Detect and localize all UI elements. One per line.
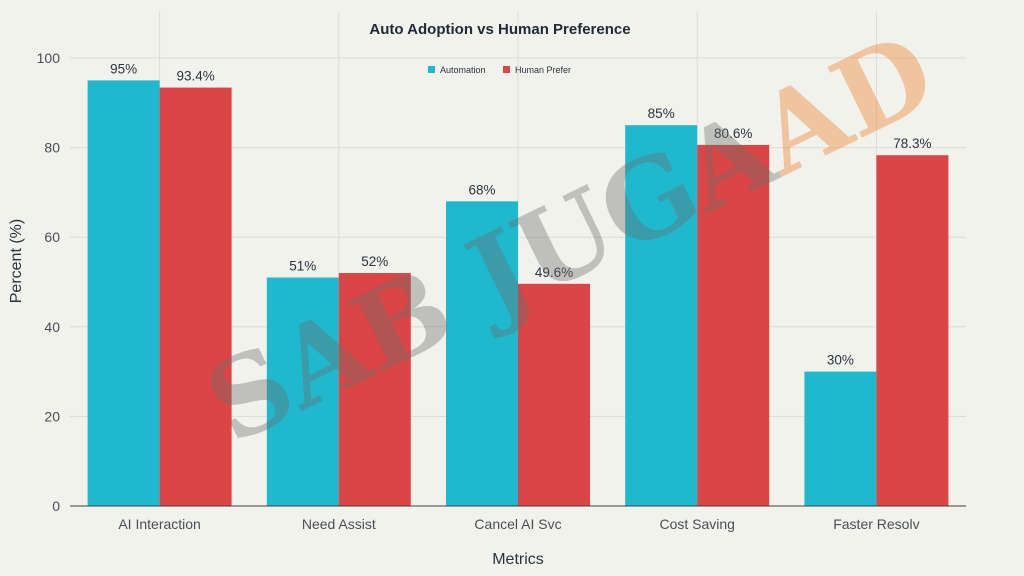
y-tick-label: 40	[44, 319, 60, 335]
bar	[266, 277, 339, 506]
legend-swatch	[503, 66, 510, 73]
data-label: 49.6%	[535, 265, 573, 280]
bar	[446, 201, 518, 507]
x-tick-label: Faster Resolv	[833, 516, 919, 532]
bar	[87, 80, 160, 507]
y-tick-label: 100	[37, 50, 61, 66]
data-labels: 95% 93.4% 51% 52% 68% 49.6% 85% 80.6% 30% 78.3%	[110, 61, 931, 367]
bar	[518, 283, 590, 506]
y-tick-label: 0	[52, 498, 60, 514]
x-tick-label: Cost Saving	[659, 516, 734, 532]
data-label: 95%	[110, 61, 137, 76]
data-label: 80.6%	[714, 126, 752, 141]
data-label: 30%	[827, 353, 854, 368]
chart-title: Auto Adoption vs Human Preference	[369, 21, 630, 38]
legend-label: Automation	[440, 65, 486, 75]
bar	[625, 125, 698, 506]
bar	[876, 155, 949, 506]
y-axis-ticks: 0 20 40 60 80 100	[37, 50, 61, 514]
bar	[804, 371, 877, 506]
legend-label: Human Prefer	[515, 65, 571, 75]
x-tick-label: Need Assist	[302, 516, 376, 532]
data-label: 68%	[468, 182, 495, 197]
data-label: 51%	[289, 259, 316, 274]
data-label: 52%	[361, 254, 388, 269]
data-label: 93.4%	[176, 69, 214, 84]
y-axis-title: Percent (%)	[8, 219, 25, 303]
x-tick-label: Cancel AI Svc	[474, 516, 561, 532]
bar	[697, 144, 770, 507]
data-label: 85%	[648, 106, 675, 121]
y-tick-label: 60	[44, 229, 60, 245]
bars	[87, 80, 949, 507]
y-tick-label: 80	[44, 140, 60, 156]
data-label: 78.3%	[893, 136, 931, 151]
y-tick-label: 20	[44, 408, 60, 424]
legend-swatch	[428, 66, 435, 73]
x-tick-label: AI Interaction	[118, 516, 201, 532]
x-axis-ticks: AI Interaction Need Assist Cancel AI Svc Co…	[118, 516, 919, 532]
legend: Automation Human Prefer	[428, 65, 571, 75]
bar	[338, 273, 411, 506]
bar	[159, 87, 232, 507]
x-axis-title: Metrics	[492, 551, 544, 568]
